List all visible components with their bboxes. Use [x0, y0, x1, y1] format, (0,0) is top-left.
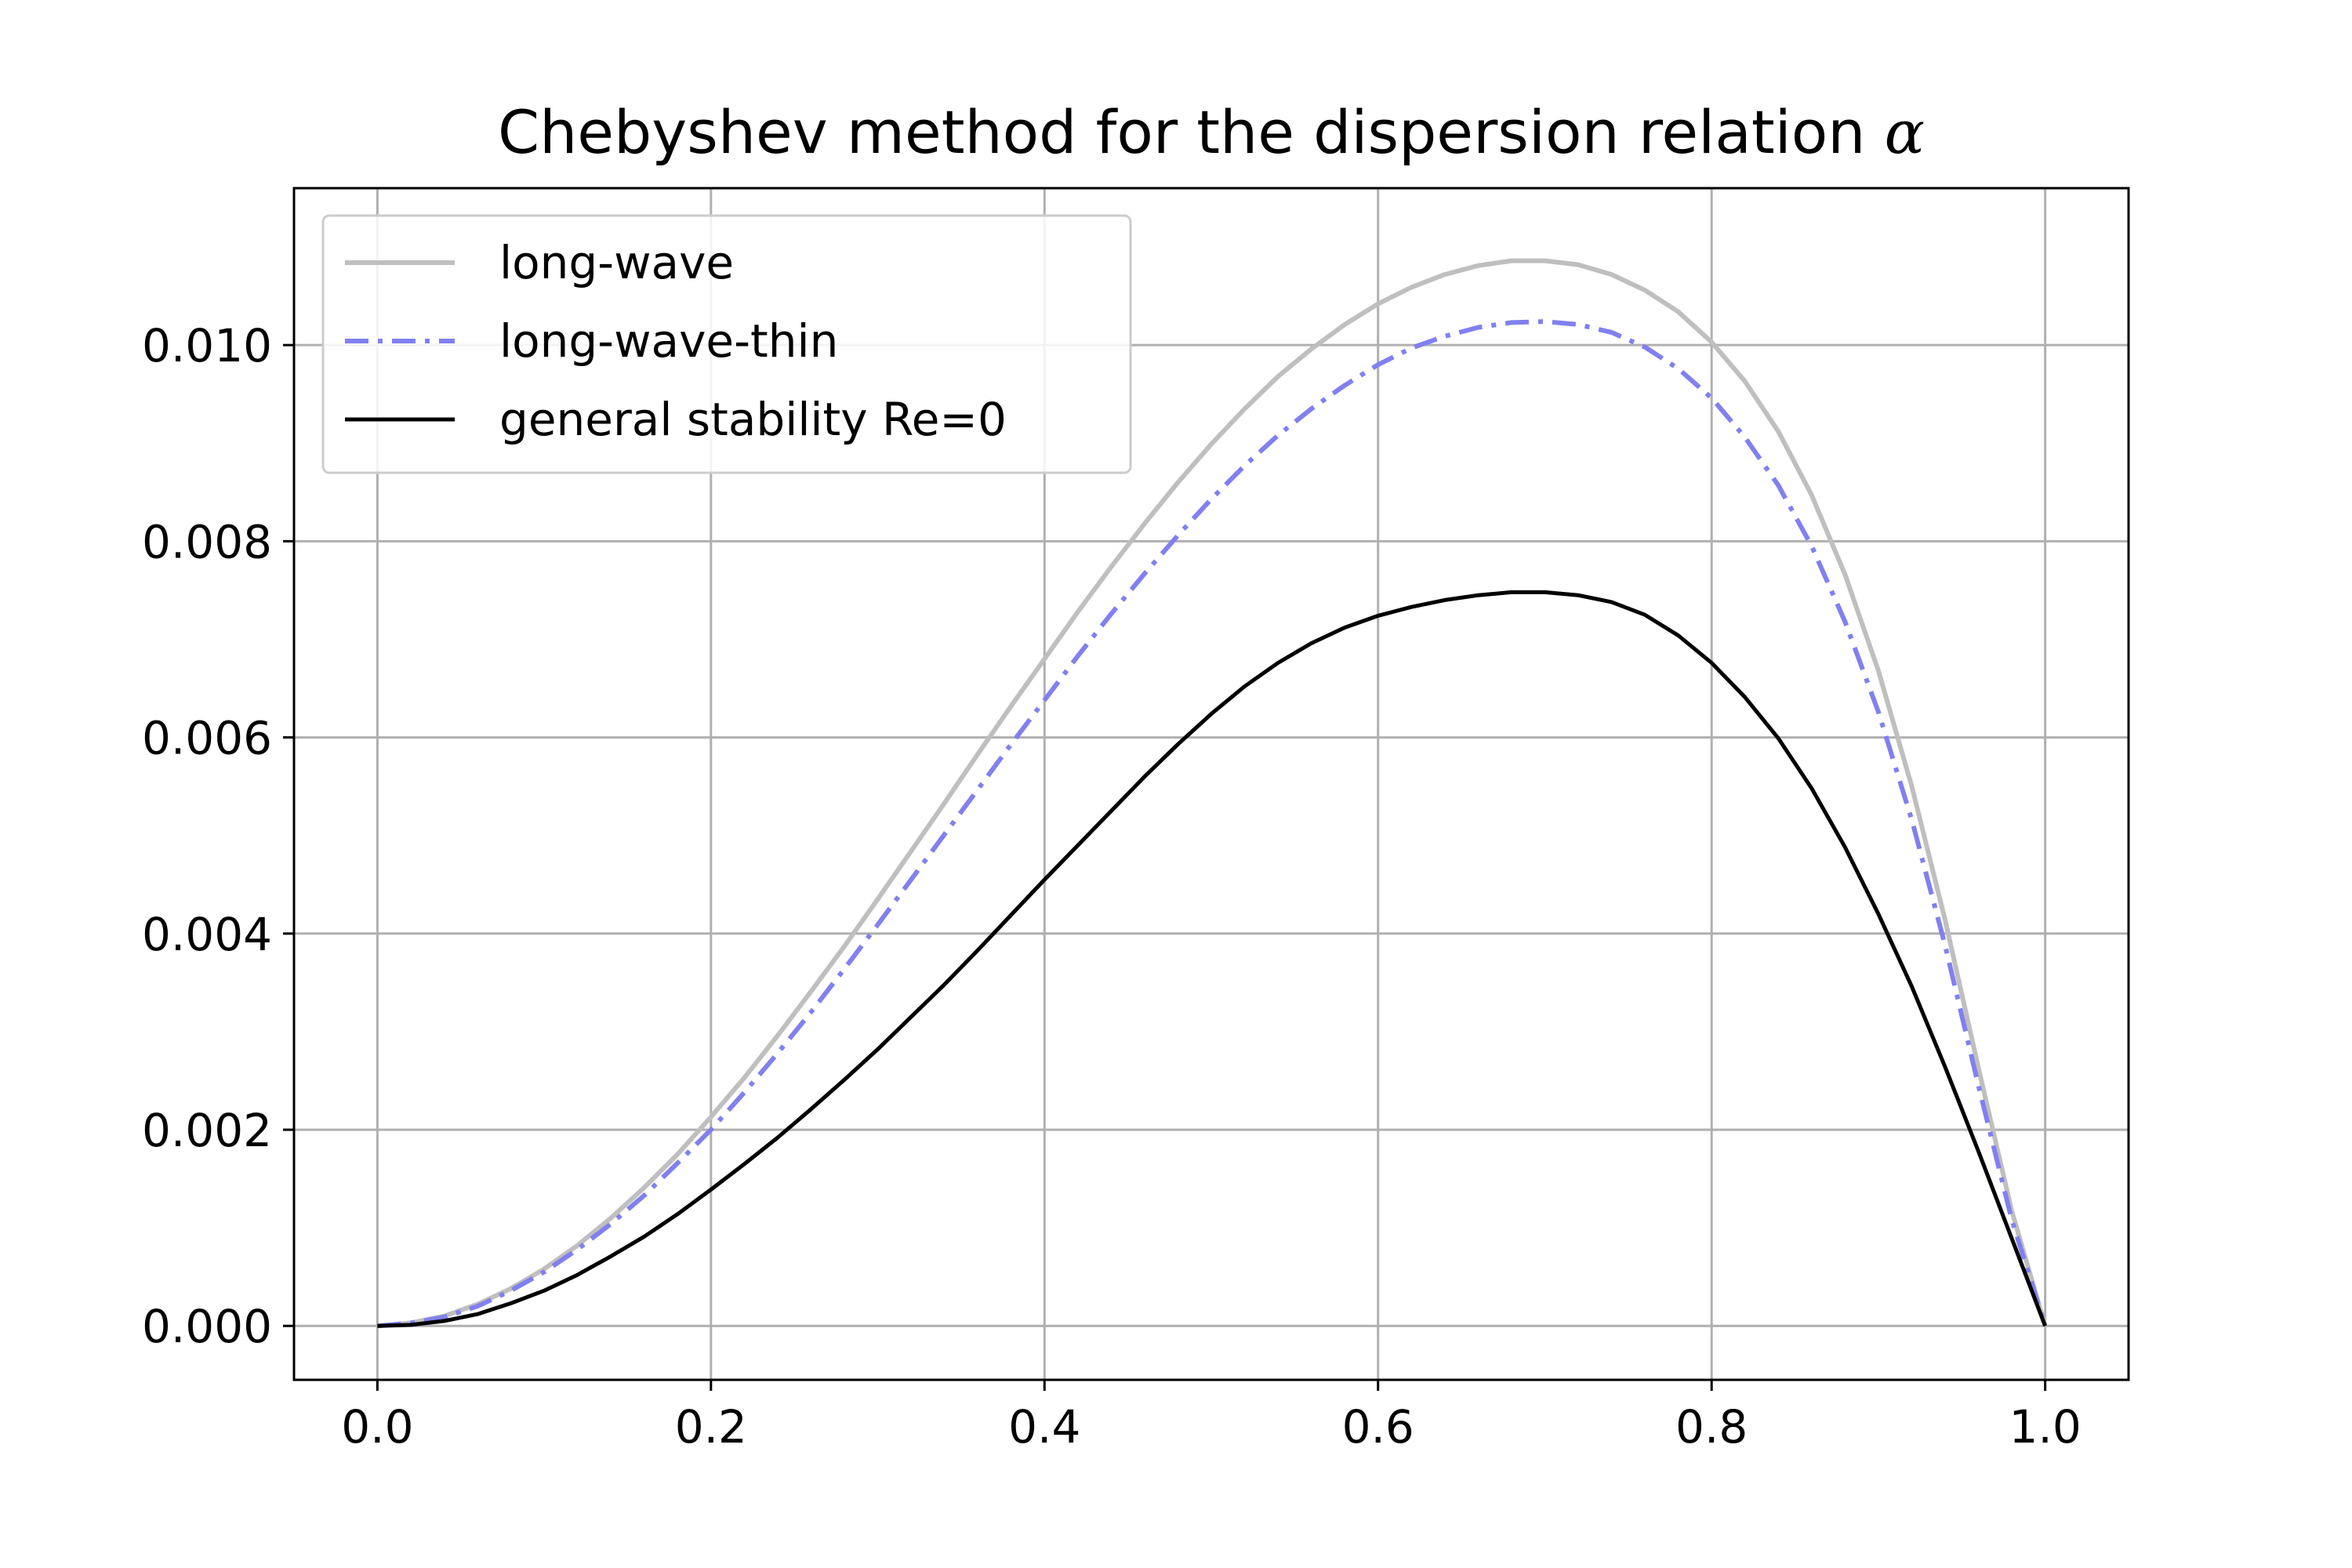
legend-label: general stability Re=0 — [499, 393, 1007, 446]
legend-label: long-wave-thin — [499, 314, 838, 368]
legend-box — [321, 214, 1132, 474]
chart-title-symbol: α — [1885, 97, 1925, 167]
chart-title-text: Chebyshev method for the dispersion rela… — [498, 97, 1885, 167]
series-line-1 — [377, 258, 2048, 1329]
axes: 0.0 0.2 0.4 0.6 0.8 1.0 0.000 0.002 0.004 0.006 0.… — [142, 319, 2082, 1454]
chart-title: Chebyshev method for the dispersion rela… — [498, 97, 1925, 167]
x-tick-label: 1.0 — [2009, 1400, 2082, 1454]
x-tick-label: 0.6 — [1342, 1400, 1414, 1454]
x-tick-label: 0.2 — [675, 1400, 747, 1454]
series-line-2 — [377, 319, 2048, 1329]
y-tick-label: 0.002 — [142, 1104, 272, 1157]
series-line-3 — [377, 590, 2047, 1328]
x-tick-label: 0.0 — [341, 1400, 413, 1454]
y-tick-label: 0.006 — [142, 712, 272, 765]
plot-frame — [292, 187, 2130, 1381]
x-tick-label: 0.4 — [1008, 1400, 1080, 1454]
y-tick-label: 0.004 — [142, 908, 272, 961]
x-tick-label: 0.8 — [1675, 1400, 1748, 1454]
y-tick-label: 0.000 — [142, 1300, 272, 1353]
series-layer — [377, 258, 2048, 1329]
y-tick-label: 0.010 — [142, 319, 272, 372]
legend-label: long-wave — [499, 236, 734, 289]
legend: long-wave long-wave-thin general stability… — [321, 214, 1132, 474]
y-tick-label: 0.008 — [142, 515, 272, 568]
